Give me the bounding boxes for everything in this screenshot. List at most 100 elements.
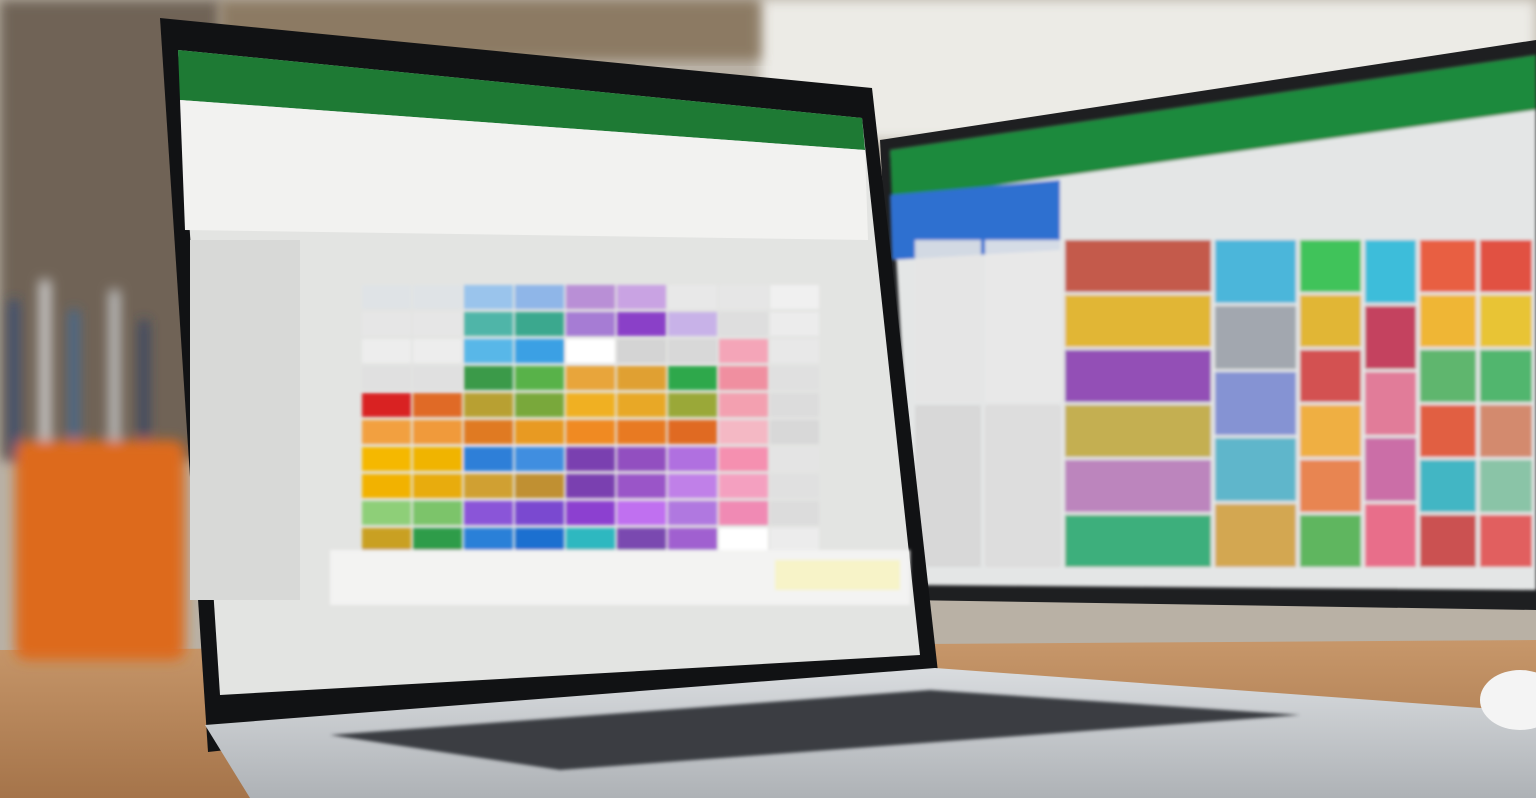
cell — [668, 393, 717, 417]
cell — [413, 528, 462, 552]
monitor-cell — [1215, 240, 1296, 303]
cell — [362, 501, 411, 525]
cell — [617, 474, 666, 498]
pen — [10, 300, 18, 460]
cell — [719, 366, 768, 390]
monitor-cell — [1065, 350, 1211, 402]
cell — [770, 285, 819, 309]
cell — [566, 285, 615, 309]
cell — [617, 393, 666, 417]
cell — [413, 393, 462, 417]
cell — [770, 420, 819, 444]
ribbon-title — [178, 50, 865, 150]
cell — [515, 420, 564, 444]
cell — [413, 285, 462, 309]
cell — [617, 501, 666, 525]
cell — [515, 339, 564, 363]
monitor-ribbon — [890, 55, 1536, 200]
monitor-cell — [1365, 504, 1416, 567]
cell — [464, 501, 513, 525]
cell — [668, 339, 717, 363]
cell — [413, 447, 462, 471]
monitor-cell — [1480, 350, 1532, 402]
ribbon-toolbar — [180, 100, 868, 240]
monitor-cell — [1300, 515, 1361, 567]
monitor-cell — [1480, 515, 1532, 567]
cell — [362, 447, 411, 471]
cell — [566, 474, 615, 498]
cell — [566, 528, 615, 552]
mouse — [1480, 670, 1536, 730]
cell — [515, 528, 564, 552]
cell — [770, 366, 819, 390]
monitor-cell — [1300, 295, 1361, 347]
monitor-cell — [1420, 405, 1476, 457]
pen — [110, 290, 119, 460]
cell — [617, 528, 666, 552]
monitor-cell — [1365, 438, 1416, 501]
monitor-cell — [1300, 405, 1361, 457]
cell — [617, 366, 666, 390]
monitor-cell — [1065, 515, 1211, 567]
monitor-cell — [1065, 405, 1211, 457]
monitor-cell — [1365, 372, 1416, 435]
monitor-cell — [1215, 372, 1296, 435]
monitor-cell — [1420, 240, 1476, 292]
cell — [617, 285, 666, 309]
cell — [770, 528, 819, 552]
cell — [719, 420, 768, 444]
cell — [770, 312, 819, 336]
cell — [770, 393, 819, 417]
cell — [413, 366, 462, 390]
cell — [362, 528, 411, 552]
pen — [70, 310, 78, 460]
cell — [362, 339, 411, 363]
cell — [464, 393, 513, 417]
keyboard — [330, 690, 1300, 770]
monitor-cell — [1365, 306, 1416, 369]
monitor-cell — [915, 405, 981, 567]
monitor-cell — [1420, 350, 1476, 402]
monitor-cell — [985, 405, 1061, 567]
cell — [566, 501, 615, 525]
side-pane — [190, 240, 300, 600]
monitor-cell — [1215, 504, 1296, 567]
cell — [464, 528, 513, 552]
monitor-cell — [1480, 240, 1532, 292]
monitor-cell — [1420, 515, 1476, 567]
cell — [719, 447, 768, 471]
cell — [413, 420, 462, 444]
cell — [515, 447, 564, 471]
monitor-cell — [985, 240, 1061, 402]
cell — [617, 420, 666, 444]
cell — [362, 312, 411, 336]
cell — [566, 312, 615, 336]
cell — [515, 285, 564, 309]
monitor-cell — [1420, 295, 1476, 347]
cell — [770, 501, 819, 525]
cell — [464, 420, 513, 444]
monitor-cell — [1480, 405, 1532, 457]
cell — [464, 312, 513, 336]
monitor-cell — [1420, 460, 1476, 512]
cell — [668, 447, 717, 471]
pen-cup — [10, 280, 185, 660]
mini-chart — [775, 560, 900, 590]
monitor-cell — [915, 240, 981, 402]
cell — [617, 447, 666, 471]
monitor-cell — [1300, 240, 1361, 292]
spreadsheet-grid — [330, 285, 910, 605]
cell — [515, 393, 564, 417]
cell — [413, 312, 462, 336]
monitor-cell — [1065, 460, 1211, 512]
cell — [719, 393, 768, 417]
cell — [719, 312, 768, 336]
cell — [566, 366, 615, 390]
monitor-cell — [1065, 295, 1211, 347]
cell — [668, 501, 717, 525]
cell — [464, 339, 513, 363]
cell — [566, 339, 615, 363]
monitor-cell — [1480, 460, 1532, 512]
